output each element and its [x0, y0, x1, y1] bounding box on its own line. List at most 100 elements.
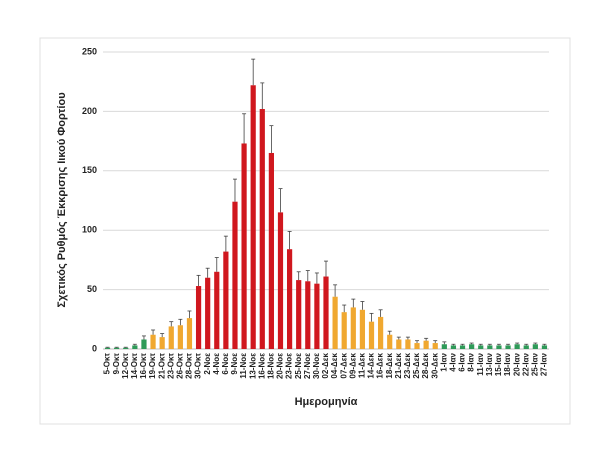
x-tick-label: 26-Οκτ	[175, 353, 184, 379]
y-tick-label: 50	[87, 284, 97, 294]
bar	[359, 309, 366, 349]
x-tick-label: 18-Δεκ	[385, 352, 394, 378]
bar	[523, 345, 529, 349]
bar	[214, 271, 220, 349]
error-bar	[469, 342, 474, 345]
bar	[123, 347, 129, 349]
bar	[241, 143, 247, 349]
bar	[232, 201, 238, 349]
bar	[432, 343, 438, 349]
error-bar	[260, 82, 265, 110]
bar	[314, 283, 320, 349]
error-bar	[396, 336, 401, 340]
bar	[286, 249, 293, 349]
bar	[277, 212, 284, 349]
y-tick-label: 200	[82, 106, 97, 116]
error-bar	[223, 235, 228, 252]
error-bar	[451, 343, 456, 346]
error-bar	[178, 318, 183, 326]
bar	[396, 339, 402, 349]
x-axis-title: Ημερομηνία	[295, 396, 358, 408]
bar	[441, 344, 447, 349]
error-bar	[141, 335, 146, 340]
x-tick-label: 25-Δεκ	[412, 352, 421, 378]
error-bar	[415, 340, 420, 344]
bar	[114, 347, 120, 349]
x-tick-label: 07-Δεκ	[339, 352, 348, 378]
y-tick-label: 150	[82, 165, 97, 175]
bar	[496, 345, 502, 349]
error-bar	[533, 342, 538, 345]
x-tick-label: 11-Νοε	[239, 353, 248, 379]
bar	[414, 343, 420, 349]
x-tick-label: 19-Οκτ	[148, 353, 157, 379]
x-tick-label: 6-Νοε	[221, 353, 230, 375]
bar	[350, 307, 356, 349]
error-bar	[232, 178, 237, 202]
x-tick-label: 9-Οκτ	[112, 353, 121, 375]
error-bar	[496, 343, 501, 346]
x-tick-label: 16-Οκτ	[139, 353, 148, 379]
x-tick-label: 21-Δεκ	[394, 352, 403, 378]
error-bar	[123, 346, 128, 348]
error-bar	[314, 272, 319, 284]
x-tick-label: 13-Ιαν	[485, 352, 494, 376]
x-tick-label: 30-Νοε	[312, 353, 321, 379]
y-axis-title: Σχετικός Ρυθμός Έκκρισης Ιικού Φορτίου	[56, 92, 68, 307]
error-bar	[333, 284, 338, 297]
x-tick-label: 18-Ιαν	[503, 352, 512, 376]
bar	[505, 345, 511, 349]
error-bar	[132, 343, 137, 346]
x-tick-label: 20-Ιαν	[512, 352, 521, 376]
error-bar	[187, 310, 192, 319]
error-bar	[487, 343, 492, 346]
x-tick-label: 04-Δεκ	[330, 352, 339, 378]
error-bar	[442, 341, 447, 345]
error-bar	[542, 343, 547, 346]
error-bar	[478, 343, 483, 346]
error-bar	[351, 298, 356, 308]
x-tick-label: 12-Οκτ	[121, 353, 130, 379]
error-bar	[196, 274, 201, 287]
bar	[405, 339, 411, 349]
bar	[387, 334, 393, 349]
bar	[296, 280, 302, 349]
x-tick-label: 11-Ιαν	[476, 352, 485, 375]
x-tick-label: 27-Νοε	[303, 353, 312, 379]
error-bar	[424, 337, 429, 341]
error-bar	[251, 58, 256, 86]
error-bar	[305, 270, 310, 282]
error-bar	[405, 336, 410, 340]
x-tick-label: 16-Νοε	[257, 353, 266, 379]
x-tick-label: 1-Ιαν	[439, 352, 448, 371]
error-bar	[324, 260, 328, 277]
error-bar	[515, 342, 520, 345]
bar	[305, 281, 311, 349]
x-tick-label: 23-Νοε	[285, 353, 294, 379]
bar	[469, 344, 475, 349]
x-tick-label: 28-Οκτ	[185, 353, 194, 379]
error-bar	[105, 346, 110, 348]
x-tick-label: 22-Ιαν	[521, 352, 530, 376]
error-bar	[151, 329, 156, 335]
error-bar	[342, 304, 347, 313]
x-tick-label: 9-Νοε	[230, 353, 239, 375]
bar	[541, 345, 548, 349]
bar	[487, 345, 493, 349]
x-tick-label: 14-Οκτ	[130, 353, 139, 379]
error-bar	[506, 343, 511, 346]
bar	[223, 251, 229, 349]
bar	[132, 345, 138, 349]
x-tick-label: 5-Οκτ	[103, 353, 112, 375]
bar	[341, 312, 347, 349]
error-bar	[524, 343, 529, 346]
bar	[141, 339, 147, 349]
error-bar	[205, 267, 210, 278]
x-tick-label: 20-Νοε	[276, 353, 285, 379]
bar	[104, 347, 111, 349]
x-tick-label: 02-Δεκ	[321, 352, 330, 378]
x-tick-label: 4-Νοε	[212, 353, 221, 375]
x-tick-label: 4-Ιαν	[449, 352, 458, 371]
x-tick-label: 09-Δεκ	[348, 352, 357, 378]
